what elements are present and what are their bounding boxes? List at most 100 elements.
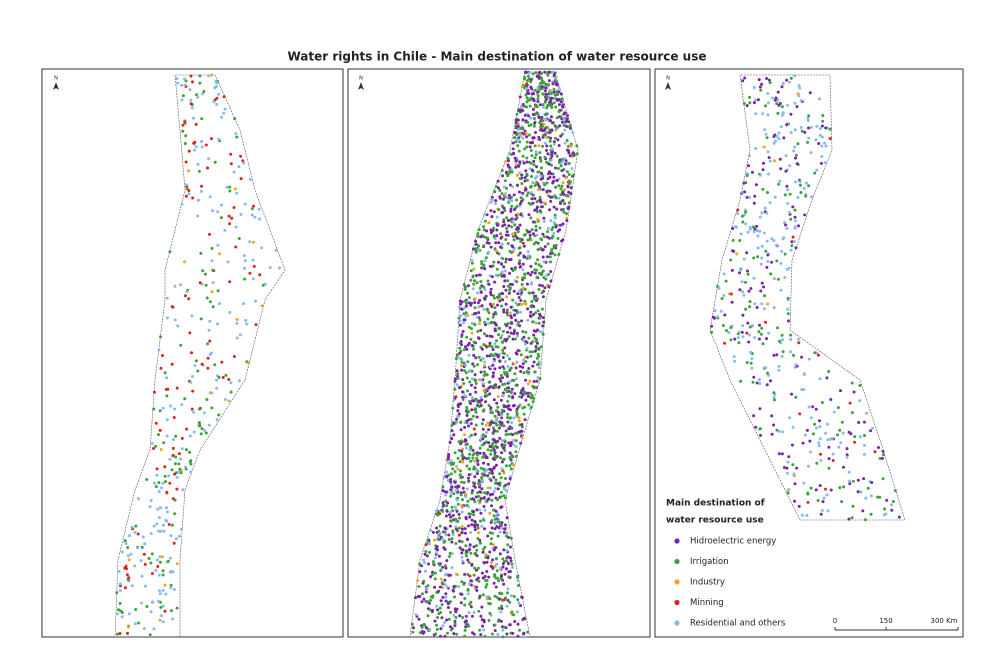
water-right-point xyxy=(831,459,835,462)
water-right-point xyxy=(797,224,800,228)
water-right-point xyxy=(481,427,485,431)
water-right-point xyxy=(487,380,491,384)
water-right-point xyxy=(569,144,573,148)
water-right-point xyxy=(468,574,472,578)
water-right-point xyxy=(529,396,533,400)
water-right-point xyxy=(518,237,522,241)
water-right-point xyxy=(732,355,736,359)
water-right-point xyxy=(461,498,464,502)
water-right-point xyxy=(196,95,200,99)
water-right-point xyxy=(485,595,489,599)
water-right-point xyxy=(428,627,432,631)
water-right-point xyxy=(792,149,796,153)
water-right-point xyxy=(521,330,525,333)
water-right-point xyxy=(523,342,527,346)
water-right-point xyxy=(232,206,236,209)
water-right-point xyxy=(228,189,232,193)
water-right-point xyxy=(535,356,539,360)
water-right-point xyxy=(505,295,509,299)
water-right-point xyxy=(492,548,496,552)
water-right-point xyxy=(831,452,835,456)
water-right-point xyxy=(780,333,784,337)
water-right-point xyxy=(163,609,167,613)
water-right-point xyxy=(510,387,514,391)
water-right-point xyxy=(456,409,460,413)
water-right-point xyxy=(217,302,221,306)
water-right-point xyxy=(845,455,849,459)
water-right-point xyxy=(748,225,752,229)
water-right-point xyxy=(537,76,541,80)
water-right-point xyxy=(460,449,464,453)
water-right-point xyxy=(762,161,765,165)
water-right-point xyxy=(499,619,503,623)
water-right-point xyxy=(448,551,452,555)
water-right-point xyxy=(187,169,191,173)
water-right-point xyxy=(796,196,800,199)
water-right-point xyxy=(459,476,463,480)
water-right-point xyxy=(444,499,448,503)
water-right-point xyxy=(495,417,499,421)
region-outline xyxy=(114,74,286,638)
water-right-point xyxy=(763,294,766,298)
water-right-point xyxy=(459,421,463,424)
water-right-point xyxy=(517,122,521,126)
water-right-point xyxy=(531,350,534,354)
water-right-point xyxy=(873,450,877,454)
water-right-point xyxy=(475,548,479,552)
water-right-point xyxy=(473,485,477,489)
water-right-point xyxy=(198,74,202,78)
water-right-point xyxy=(530,87,534,91)
water-right-point xyxy=(748,305,752,309)
water-right-point xyxy=(818,437,822,441)
water-right-point xyxy=(492,421,495,425)
water-right-point xyxy=(881,449,885,453)
water-right-point xyxy=(758,323,761,327)
water-right-point xyxy=(806,116,810,120)
water-right-point xyxy=(496,297,500,301)
water-right-point xyxy=(247,361,250,365)
water-right-point xyxy=(449,480,453,484)
water-right-point xyxy=(525,172,529,176)
water-right-point xyxy=(769,272,773,276)
water-right-point xyxy=(455,464,459,468)
water-right-point xyxy=(511,631,515,635)
water-right-point xyxy=(516,610,519,614)
water-right-point xyxy=(540,171,544,175)
water-right-point xyxy=(777,182,781,186)
water-right-point xyxy=(512,152,516,156)
water-right-point xyxy=(817,441,821,445)
water-right-point xyxy=(829,398,833,401)
water-right-point xyxy=(740,330,744,334)
water-right-point xyxy=(529,264,533,268)
water-right-point xyxy=(541,103,545,107)
water-right-point xyxy=(478,318,482,322)
water-right-point xyxy=(781,111,785,115)
water-right-point xyxy=(486,462,490,466)
water-right-point xyxy=(533,208,537,212)
water-right-point xyxy=(485,570,489,573)
water-right-point xyxy=(490,632,494,636)
water-right-point xyxy=(517,584,520,587)
water-right-point xyxy=(499,610,503,614)
water-right-point xyxy=(464,495,468,499)
water-right-point xyxy=(482,384,486,388)
water-right-point xyxy=(549,195,552,199)
water-right-point xyxy=(456,467,460,471)
water-right-point xyxy=(492,398,496,402)
north-label: N xyxy=(666,76,670,82)
water-right-point xyxy=(213,160,217,164)
water-right-point xyxy=(421,592,424,596)
water-right-point xyxy=(449,600,452,604)
water-right-point xyxy=(455,607,459,611)
water-right-point xyxy=(175,77,179,80)
water-right-point xyxy=(126,546,130,549)
water-right-point xyxy=(798,412,802,416)
water-right-point xyxy=(434,632,438,636)
water-right-point xyxy=(478,451,482,455)
water-right-point xyxy=(461,378,465,382)
water-right-point xyxy=(850,516,854,520)
water-right-point xyxy=(190,375,194,378)
water-right-point xyxy=(173,512,177,516)
water-right-point xyxy=(503,443,507,447)
water-right-point xyxy=(490,504,493,508)
